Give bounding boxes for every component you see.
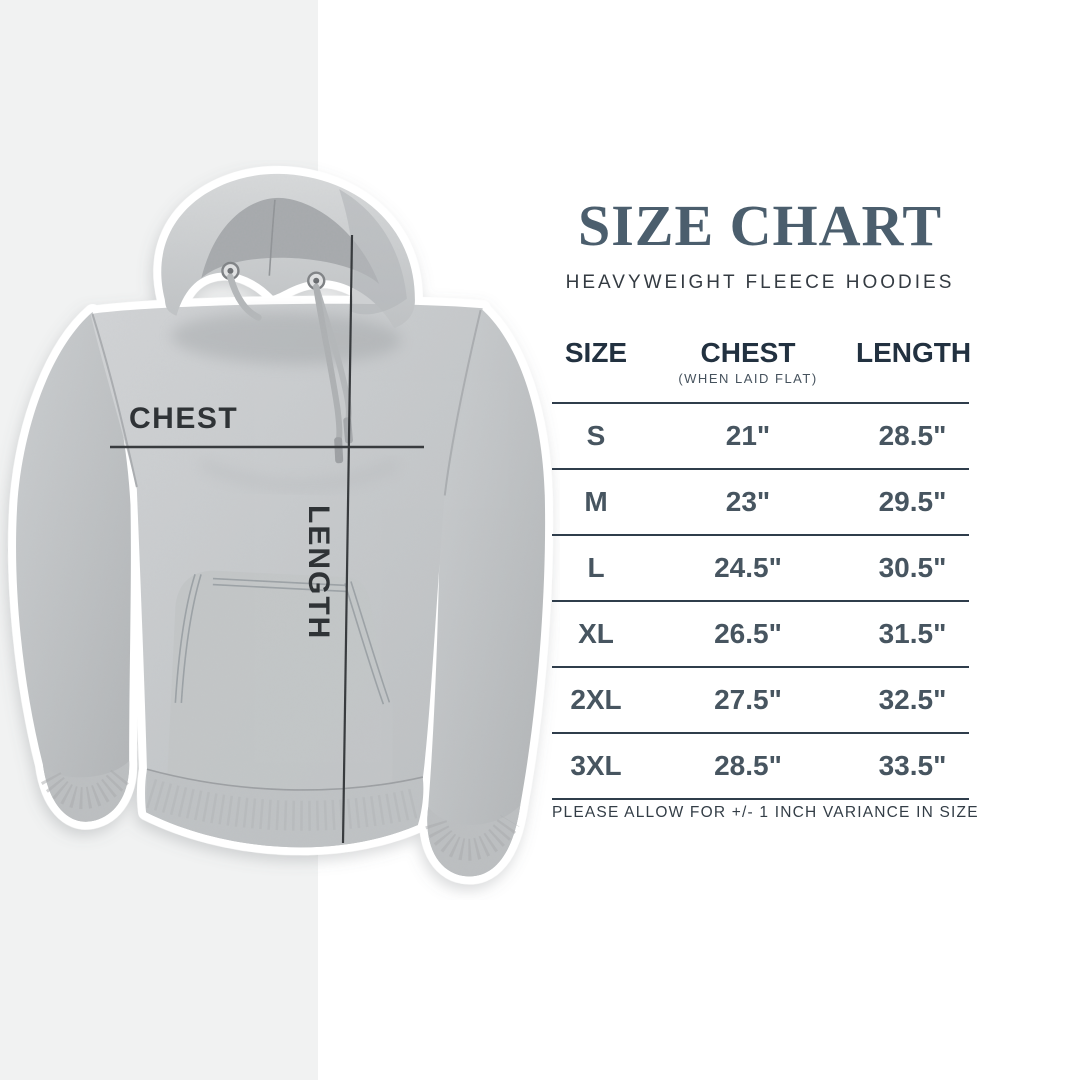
size-row-2xl: 2XL 27.5" 32.5" — [552, 668, 969, 734]
length-value: 33.5" — [878, 750, 947, 781]
size-table-body: S 21" 28.5" M 23" 29.5" L 24.5" 30.5" XL 26.5" 31.5… — [552, 404, 969, 800]
heather-texture — [10, 171, 550, 878]
chest-value: 27.5" — [714, 684, 782, 715]
size-row-3xl: 3XL 28.5" 33.5" — [552, 734, 969, 800]
length-value: 29.5" — [878, 486, 947, 517]
length-measure-label: LENGTH — [302, 505, 335, 641]
size-row-s: S 21" 28.5" — [552, 404, 969, 470]
column-header-chest-group: CHEST (WHEN LAID FLAT) — [640, 336, 856, 394]
size-value: S — [586, 420, 606, 451]
length-value: 32.5" — [878, 684, 947, 715]
size-row-l: L 24.5" 30.5" — [552, 536, 969, 602]
length-value: 30.5" — [878, 552, 947, 583]
chest-measure-label: CHEST — [129, 402, 239, 435]
size-row-xl: XL 26.5" 31.5" — [552, 602, 969, 668]
length-value: 31.5" — [878, 618, 947, 649]
size-table-header: SIZE CHEST (WHEN LAID FLAT) LENGTH — [552, 336, 972, 404]
chest-value: 23" — [725, 486, 771, 517]
length-value: 28.5" — [878, 420, 947, 451]
hoodie-product-image — [8, 165, 554, 885]
size-row-m: M 23" 29.5" — [552, 470, 969, 536]
size-value: 3XL — [570, 750, 622, 781]
chest-value: 26.5" — [714, 618, 782, 649]
size-value: 2XL — [570, 684, 622, 715]
length-measure-line — [341, 234, 354, 844]
size-variance-note: PLEASE ALLOW FOR +/- 1 INCH VARIANCE IN … — [552, 804, 979, 821]
chest-value: 28.5" — [714, 750, 782, 781]
page-subtitle: HEAVYWEIGHT FLEECE HOODIES — [565, 272, 955, 293]
size-value: M — [584, 486, 608, 517]
column-header-length: LENGTH — [856, 337, 972, 368]
chest-note: (WHEN LAID FLAT) — [678, 371, 818, 386]
size-table: SIZE CHEST (WHEN LAID FLAT) LENGTH S 21" 2… — [552, 336, 972, 800]
column-header-size: SIZE — [564, 337, 628, 368]
chest-value: 24.5" — [714, 552, 782, 583]
page-title: SIZE CHART — [577, 193, 943, 258]
column-header-chest: CHEST — [700, 337, 796, 368]
chest-value: 21" — [725, 420, 771, 451]
size-value: XL — [578, 618, 614, 649]
size-value: L — [587, 552, 605, 583]
